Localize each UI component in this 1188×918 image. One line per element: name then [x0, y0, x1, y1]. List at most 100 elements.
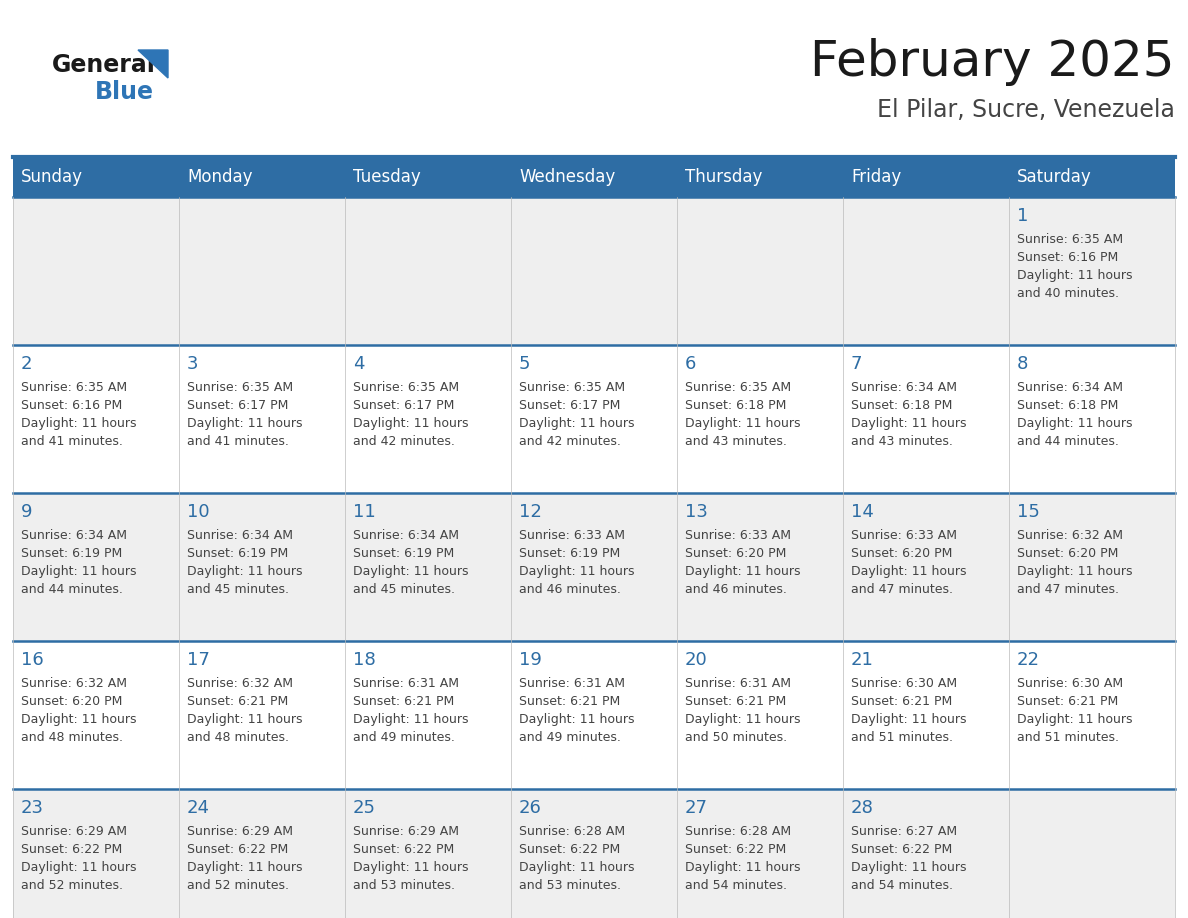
Text: 19: 19: [519, 651, 542, 669]
Text: Sunrise: 6:29 AM: Sunrise: 6:29 AM: [187, 825, 293, 838]
Text: 15: 15: [1017, 503, 1040, 521]
Text: Sunset: 6:22 PM: Sunset: 6:22 PM: [187, 843, 289, 856]
Text: Sunset: 6:20 PM: Sunset: 6:20 PM: [851, 547, 953, 560]
Text: Daylight: 11 hours: Daylight: 11 hours: [519, 713, 634, 726]
Text: and 52 minutes.: and 52 minutes.: [21, 879, 124, 892]
Text: Daylight: 11 hours: Daylight: 11 hours: [685, 713, 801, 726]
Bar: [13, 493, 1175, 641]
Text: 28: 28: [851, 799, 874, 817]
Text: Sunset: 6:21 PM: Sunset: 6:21 PM: [187, 695, 289, 708]
Text: Daylight: 11 hours: Daylight: 11 hours: [685, 861, 801, 874]
Text: 21: 21: [851, 651, 874, 669]
Text: 13: 13: [685, 503, 708, 521]
Text: Sunset: 6:19 PM: Sunset: 6:19 PM: [353, 547, 454, 560]
Text: and 51 minutes.: and 51 minutes.: [851, 731, 953, 744]
Text: General: General: [52, 53, 156, 77]
Text: Daylight: 11 hours: Daylight: 11 hours: [685, 417, 801, 430]
Text: and 53 minutes.: and 53 minutes.: [519, 879, 621, 892]
Text: and 49 minutes.: and 49 minutes.: [353, 731, 455, 744]
Text: Daylight: 11 hours: Daylight: 11 hours: [353, 861, 468, 874]
Text: and 52 minutes.: and 52 minutes.: [187, 879, 289, 892]
Text: and 48 minutes.: and 48 minutes.: [187, 731, 289, 744]
Text: Daylight: 11 hours: Daylight: 11 hours: [353, 565, 468, 578]
Text: Sunset: 6:17 PM: Sunset: 6:17 PM: [353, 399, 454, 412]
Text: Daylight: 11 hours: Daylight: 11 hours: [187, 713, 303, 726]
Text: Daylight: 11 hours: Daylight: 11 hours: [187, 565, 303, 578]
Text: Sunset: 6:21 PM: Sunset: 6:21 PM: [685, 695, 786, 708]
Text: Sunset: 6:17 PM: Sunset: 6:17 PM: [519, 399, 620, 412]
Text: Sunset: 6:20 PM: Sunset: 6:20 PM: [685, 547, 786, 560]
Text: Daylight: 11 hours: Daylight: 11 hours: [187, 417, 303, 430]
Text: Sunset: 6:22 PM: Sunset: 6:22 PM: [353, 843, 454, 856]
Text: Daylight: 11 hours: Daylight: 11 hours: [21, 713, 137, 726]
Text: Sunrise: 6:33 AM: Sunrise: 6:33 AM: [851, 529, 958, 542]
Text: Sunset: 6:21 PM: Sunset: 6:21 PM: [851, 695, 953, 708]
Text: Sunrise: 6:33 AM: Sunrise: 6:33 AM: [519, 529, 625, 542]
Text: Monday: Monday: [187, 168, 253, 186]
Text: 9: 9: [21, 503, 32, 521]
Text: Saturday: Saturday: [1017, 168, 1092, 186]
Text: Daylight: 11 hours: Daylight: 11 hours: [851, 565, 967, 578]
Text: Daylight: 11 hours: Daylight: 11 hours: [685, 565, 801, 578]
Text: Sunset: 6:22 PM: Sunset: 6:22 PM: [21, 843, 122, 856]
Text: Sunrise: 6:35 AM: Sunrise: 6:35 AM: [685, 381, 791, 394]
Text: Sunset: 6:20 PM: Sunset: 6:20 PM: [21, 695, 122, 708]
Text: and 49 minutes.: and 49 minutes.: [519, 731, 621, 744]
Text: Sunset: 6:20 PM: Sunset: 6:20 PM: [1017, 547, 1118, 560]
Text: Sunset: 6:22 PM: Sunset: 6:22 PM: [685, 843, 786, 856]
Text: Daylight: 11 hours: Daylight: 11 hours: [21, 565, 137, 578]
Text: Sunrise: 6:29 AM: Sunrise: 6:29 AM: [353, 825, 459, 838]
Text: Sunrise: 6:35 AM: Sunrise: 6:35 AM: [21, 381, 127, 394]
Text: 10: 10: [187, 503, 209, 521]
Text: 11: 11: [353, 503, 375, 521]
Bar: [13, 197, 1175, 345]
Text: Sunset: 6:19 PM: Sunset: 6:19 PM: [187, 547, 289, 560]
Bar: [13, 789, 1175, 918]
Text: Sunset: 6:16 PM: Sunset: 6:16 PM: [1017, 251, 1118, 264]
Text: 1: 1: [1017, 207, 1029, 225]
Text: Sunrise: 6:34 AM: Sunrise: 6:34 AM: [21, 529, 127, 542]
Text: Sunset: 6:19 PM: Sunset: 6:19 PM: [519, 547, 620, 560]
Text: Daylight: 11 hours: Daylight: 11 hours: [851, 861, 967, 874]
Text: Wednesday: Wednesday: [519, 168, 615, 186]
Text: Sunrise: 6:33 AM: Sunrise: 6:33 AM: [685, 529, 791, 542]
Text: Sunrise: 6:30 AM: Sunrise: 6:30 AM: [851, 677, 958, 690]
Text: 22: 22: [1017, 651, 1040, 669]
Text: 27: 27: [685, 799, 708, 817]
Text: 8: 8: [1017, 355, 1029, 373]
Text: Daylight: 11 hours: Daylight: 11 hours: [353, 713, 468, 726]
Text: and 54 minutes.: and 54 minutes.: [851, 879, 953, 892]
Text: and 45 minutes.: and 45 minutes.: [353, 583, 455, 596]
Text: and 46 minutes.: and 46 minutes.: [685, 583, 786, 596]
Text: Daylight: 11 hours: Daylight: 11 hours: [851, 417, 967, 430]
Text: 3: 3: [187, 355, 198, 373]
Text: and 41 minutes.: and 41 minutes.: [187, 435, 289, 448]
Text: 6: 6: [685, 355, 696, 373]
Text: 24: 24: [187, 799, 210, 817]
Text: Blue: Blue: [95, 80, 154, 104]
Text: Daylight: 11 hours: Daylight: 11 hours: [21, 861, 137, 874]
Text: Sunrise: 6:34 AM: Sunrise: 6:34 AM: [1017, 381, 1123, 394]
Text: Daylight: 11 hours: Daylight: 11 hours: [1017, 713, 1132, 726]
Text: Sunset: 6:21 PM: Sunset: 6:21 PM: [1017, 695, 1118, 708]
Text: Sunrise: 6:34 AM: Sunrise: 6:34 AM: [851, 381, 958, 394]
Text: Daylight: 11 hours: Daylight: 11 hours: [519, 565, 634, 578]
Text: Sunset: 6:21 PM: Sunset: 6:21 PM: [353, 695, 454, 708]
Text: Sunrise: 6:27 AM: Sunrise: 6:27 AM: [851, 825, 958, 838]
Text: 26: 26: [519, 799, 542, 817]
Bar: [13, 641, 1175, 789]
Text: Sunrise: 6:32 AM: Sunrise: 6:32 AM: [187, 677, 293, 690]
Text: Sunset: 6:22 PM: Sunset: 6:22 PM: [519, 843, 620, 856]
Text: and 40 minutes.: and 40 minutes.: [1017, 287, 1119, 300]
Text: Daylight: 11 hours: Daylight: 11 hours: [851, 713, 967, 726]
Text: 18: 18: [353, 651, 375, 669]
Text: Sunrise: 6:34 AM: Sunrise: 6:34 AM: [187, 529, 293, 542]
Text: Sunset: 6:18 PM: Sunset: 6:18 PM: [851, 399, 953, 412]
Text: Sunrise: 6:35 AM: Sunrise: 6:35 AM: [1017, 233, 1123, 246]
Text: 5: 5: [519, 355, 531, 373]
Text: Sunrise: 6:35 AM: Sunrise: 6:35 AM: [353, 381, 459, 394]
Text: Sunset: 6:17 PM: Sunset: 6:17 PM: [187, 399, 289, 412]
Text: Daylight: 11 hours: Daylight: 11 hours: [519, 417, 634, 430]
Text: Sunset: 6:18 PM: Sunset: 6:18 PM: [685, 399, 786, 412]
Text: and 46 minutes.: and 46 minutes.: [519, 583, 621, 596]
